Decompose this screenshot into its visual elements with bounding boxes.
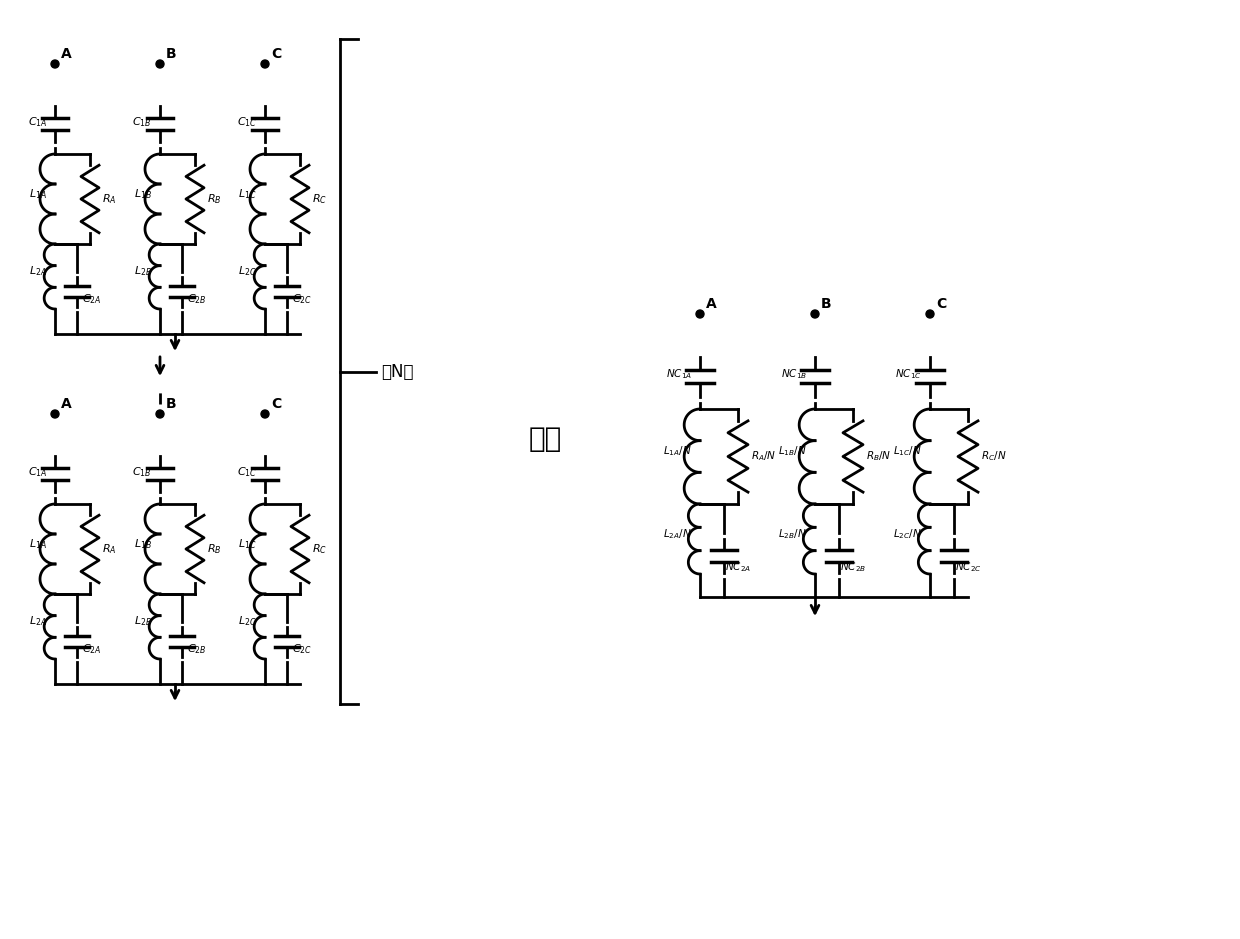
Text: $L_{2C}$: $L_{2C}$: [238, 265, 257, 278]
Text: $R_B$: $R_B$: [207, 542, 222, 556]
Text: $R_A$: $R_A$: [102, 192, 117, 206]
Text: $R_C$: $R_C$: [312, 542, 327, 556]
Text: $L_{1A}/N$: $L_{1A}/N$: [663, 444, 692, 458]
Text: $C_{1B}$: $C_{1B}$: [133, 465, 153, 479]
Text: B: B: [821, 297, 832, 311]
Text: $R_A$: $R_A$: [102, 542, 117, 556]
Circle shape: [156, 60, 164, 68]
Circle shape: [156, 410, 164, 418]
Text: $L_{1C}$: $L_{1C}$: [238, 537, 257, 551]
Text: $C_{1A}$: $C_{1A}$: [27, 465, 47, 479]
Text: $NC_{2B}$: $NC_{2B}$: [839, 561, 867, 575]
Circle shape: [260, 60, 269, 68]
Circle shape: [696, 310, 704, 318]
Text: $NC_{1A}$: $NC_{1A}$: [666, 367, 692, 381]
Text: $L_{2A}/N$: $L_{2A}/N$: [663, 527, 692, 541]
Text: $L_{1B}/N$: $L_{1B}/N$: [779, 444, 807, 458]
Text: $NC_{2C}$: $NC_{2C}$: [955, 561, 982, 575]
Text: $C_{2A}$: $C_{2A}$: [82, 642, 102, 656]
Text: $R_B/N$: $R_B/N$: [866, 450, 892, 464]
Text: $L_{1B}$: $L_{1B}$: [134, 187, 153, 201]
Text: $C_{2B}$: $C_{2B}$: [187, 642, 207, 656]
Text: C: C: [936, 297, 946, 311]
Text: A: A: [706, 297, 717, 311]
Text: C: C: [272, 397, 281, 411]
Text: C: C: [272, 47, 281, 61]
Text: $R_B$: $R_B$: [207, 192, 222, 206]
Text: $L_{1B}$: $L_{1B}$: [134, 537, 153, 551]
Text: $L_{2A}$: $L_{2A}$: [29, 615, 47, 628]
Circle shape: [51, 410, 60, 418]
Text: $R_C/N$: $R_C/N$: [981, 450, 1007, 464]
Text: $C_{1C}$: $C_{1C}$: [237, 115, 257, 129]
Text: $C_{1C}$: $C_{1C}$: [237, 465, 257, 479]
Text: $L_{1C}$: $L_{1C}$: [238, 187, 257, 201]
Circle shape: [926, 310, 934, 318]
Text: $NC_{1B}$: $NC_{1B}$: [781, 367, 807, 381]
Text: $L_{2A}$: $L_{2A}$: [29, 265, 47, 278]
Text: 等效: 等效: [528, 425, 562, 453]
Text: $R_A/N$: $R_A/N$: [751, 450, 776, 464]
Text: $C_{2C}$: $C_{2C}$: [291, 293, 312, 306]
Text: $L_{1A}$: $L_{1A}$: [29, 537, 47, 551]
Text: 共N组: 共N组: [381, 362, 413, 380]
Text: $L_{1C}/N$: $L_{1C}/N$: [893, 444, 923, 458]
Text: A: A: [61, 397, 72, 411]
Text: $C_{2C}$: $C_{2C}$: [291, 642, 312, 656]
Text: $L_{2B}$: $L_{2B}$: [134, 265, 153, 278]
Circle shape: [260, 410, 269, 418]
Text: $L_{2C}/N$: $L_{2C}/N$: [893, 527, 923, 541]
Text: $L_{2C}$: $L_{2C}$: [238, 615, 257, 628]
Text: $C_{1A}$: $C_{1A}$: [27, 115, 47, 129]
Text: $C_{2B}$: $C_{2B}$: [187, 293, 207, 306]
Text: $C_{1B}$: $C_{1B}$: [133, 115, 153, 129]
Text: $L_{2B}$: $L_{2B}$: [134, 615, 153, 628]
Text: $NC_{1C}$: $NC_{1C}$: [895, 367, 923, 381]
Circle shape: [51, 60, 60, 68]
Text: $L_{1A}$: $L_{1A}$: [29, 187, 47, 201]
Text: $R_C$: $R_C$: [312, 192, 327, 206]
Text: B: B: [166, 47, 176, 61]
Text: B: B: [166, 397, 176, 411]
Circle shape: [811, 310, 818, 318]
Text: $L_{2B}/N$: $L_{2B}/N$: [779, 527, 807, 541]
Text: $NC_{2A}$: $NC_{2A}$: [725, 561, 751, 575]
Text: $C_{2A}$: $C_{2A}$: [82, 293, 102, 306]
Text: A: A: [61, 47, 72, 61]
